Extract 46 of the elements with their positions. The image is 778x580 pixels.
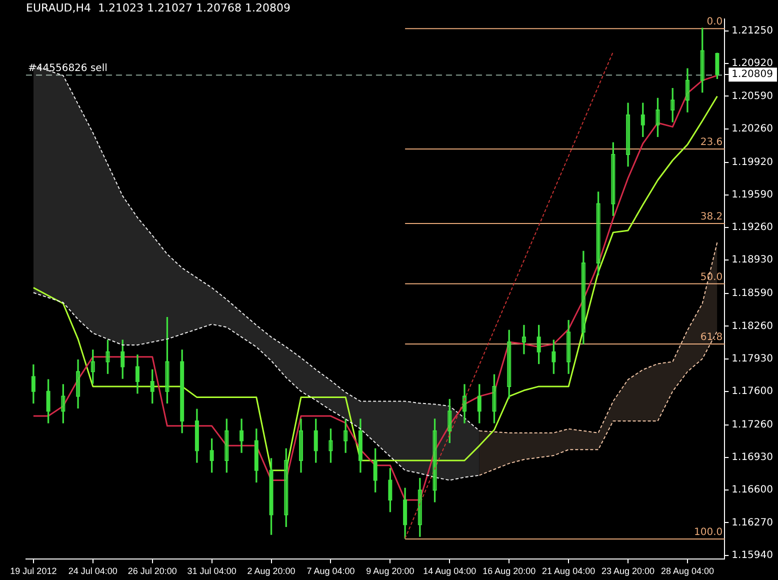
y-tick-label: 1.19260 xyxy=(732,222,774,234)
y-tick-label: 1.18260 xyxy=(732,320,774,332)
annotation: 50.0 xyxy=(700,272,723,283)
candlestick xyxy=(566,320,571,374)
y-tick-label: 1.18590 xyxy=(732,288,774,300)
y-tick-label: 1.20590 xyxy=(732,90,774,102)
x-tick-label: 19 Jul 2012 xyxy=(10,566,57,576)
y-tick-label: 1.16930 xyxy=(732,452,774,464)
y-tick-label: 1.20920 xyxy=(732,58,774,70)
candlestick xyxy=(685,68,690,112)
x-tick-label: 7 Aug 04:00 xyxy=(306,566,355,576)
y-tick-label: 1.16600 xyxy=(732,484,774,496)
candlestick xyxy=(522,324,526,354)
candlestick xyxy=(462,384,467,424)
chart-title: EURAUD,H4 1.21023 1.21027 1.20768 1.20809 xyxy=(26,1,290,14)
candlestick xyxy=(626,102,630,167)
y-tick-label: 1.15940 xyxy=(732,550,774,561)
y-tick-label: 1.19590 xyxy=(732,190,774,201)
x-tick-label: 21 Aug 04:00 xyxy=(542,566,596,576)
y-tick-label: 1.17600 xyxy=(732,386,774,397)
y-tick-label: 1.19920 xyxy=(732,156,774,168)
y-tick-label: 1.16270 xyxy=(732,517,774,528)
x-tick-label: 9 Aug 20:00 xyxy=(366,566,414,576)
y-tick-label: 1.21250 xyxy=(732,26,774,37)
x-tick-label: 24 Jul 04:00 xyxy=(68,566,118,576)
candlestick xyxy=(76,359,80,408)
x-tick-label: 26 Jul 20:00 xyxy=(128,566,177,576)
x-tick-label: 28 Aug 04:00 xyxy=(660,566,714,576)
y-tick-label: 1.17930 xyxy=(732,353,774,364)
y-tick-label: 1.18930 xyxy=(732,254,774,266)
y-tick-label: 1.17260 xyxy=(732,420,774,431)
x-tick-label: 14 Aug 04:00 xyxy=(423,566,476,576)
x-tick-label: 16 Aug 20:00 xyxy=(482,566,536,576)
line-series xyxy=(32,292,480,481)
annotation: 23.6 xyxy=(700,137,723,148)
x-tick-label: 31 Jul 04:00 xyxy=(187,566,236,576)
x-tick-label: 23 Aug 20:00 xyxy=(601,566,655,576)
annotation: 61.8 xyxy=(700,332,723,344)
y-tick-label: 1.20260 xyxy=(732,123,774,134)
annotation: 38.2 xyxy=(700,212,723,223)
x-tick-label: 2 Aug 20:00 xyxy=(247,566,296,576)
candlestick xyxy=(581,250,586,344)
annotation: 100.0 xyxy=(694,527,723,538)
annotation: 0.0 xyxy=(706,16,723,28)
candlestick xyxy=(299,418,303,473)
y-tick-label: 1.20809 xyxy=(732,69,774,80)
